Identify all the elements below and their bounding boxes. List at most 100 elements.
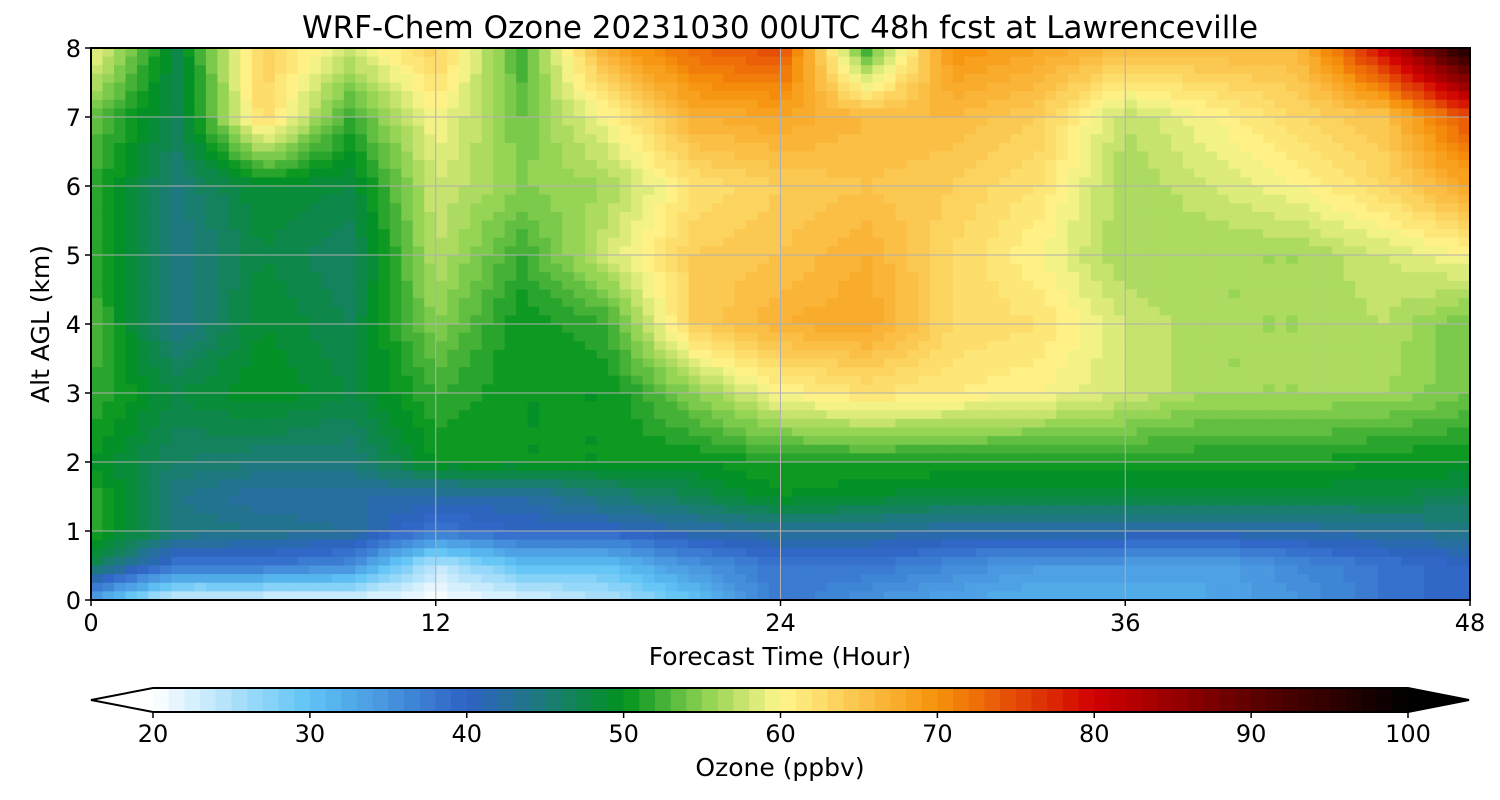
ozone-cell — [320, 73, 333, 84]
ozone-cell — [1044, 315, 1057, 325]
ozone-cell — [366, 99, 379, 109]
ozone-cell — [573, 142, 586, 153]
ozone-cell — [1090, 160, 1103, 170]
ozone-cell — [228, 151, 241, 161]
ozone-cell — [228, 73, 241, 84]
ozone-cell — [91, 117, 104, 127]
ozone-cell — [240, 186, 253, 196]
ozone-cell — [1113, 280, 1126, 291]
ozone-cell — [194, 289, 207, 299]
ozone-cell — [366, 263, 379, 273]
ozone-cell — [389, 82, 402, 92]
ozone-cell — [527, 73, 540, 84]
ozone-cell — [665, 117, 678, 127]
ozone-cell — [1412, 298, 1425, 308]
ozone-cell — [1240, 142, 1253, 153]
ozone-cell — [366, 332, 379, 342]
ozone-cell — [332, 117, 345, 127]
ozone-cell — [136, 263, 150, 273]
ozone-cell — [516, 211, 529, 222]
ozone-cell — [343, 263, 356, 273]
ozone-cell — [826, 272, 839, 282]
ozone-cell — [769, 367, 782, 377]
ozone-cell — [1424, 289, 1437, 299]
ozone-cell — [757, 142, 770, 153]
ozone-cell — [883, 73, 897, 84]
ozone-cell — [527, 134, 540, 144]
ozone-cell — [791, 160, 805, 170]
ozone-cell — [263, 134, 276, 144]
ozone-cell — [1044, 349, 1057, 360]
ozone-cell — [585, 272, 598, 282]
ozone-cell — [585, 332, 598, 342]
ozone-cell — [1251, 91, 1264, 101]
ozone-cell — [826, 186, 839, 196]
ozone-cell — [412, 272, 425, 282]
ozone-cell — [1332, 255, 1345, 265]
ozone-cell — [401, 125, 414, 135]
ozone-cell — [1378, 289, 1391, 299]
ozone-cell — [1389, 91, 1402, 101]
ozone-cell — [148, 280, 161, 291]
ozone-cell — [113, 65, 127, 75]
ozone-cell — [516, 108, 529, 118]
ozone-cell — [412, 341, 425, 351]
ozone-cell — [1389, 246, 1402, 256]
ozone-cell — [619, 393, 632, 403]
ozone-cell — [297, 349, 310, 360]
ozone-cell — [906, 117, 919, 127]
ozone-cell — [619, 263, 632, 273]
ozone-cell — [159, 272, 173, 282]
ozone-cell — [435, 56, 448, 66]
ozone-cell — [263, 349, 276, 360]
ozone-cell — [1194, 177, 1207, 187]
ozone-cell — [608, 48, 621, 58]
ozone-cell — [136, 280, 150, 291]
ozone-cell — [1401, 272, 1414, 282]
ozone-cell — [309, 108, 322, 118]
ozone-cell — [814, 306, 828, 316]
ozone-cell — [171, 168, 184, 178]
ozone-cell — [1447, 367, 1460, 377]
ozone-cell — [872, 48, 885, 58]
ozone-cell — [757, 263, 770, 273]
ozone-cell — [860, 134, 874, 144]
ozone-cell — [711, 255, 724, 265]
ozone-cell — [401, 246, 414, 256]
ozone-cell — [746, 99, 759, 109]
ozone-cell — [504, 73, 517, 84]
ozone-cell — [596, 280, 609, 291]
ozone-cell — [550, 384, 563, 394]
ozone-cell — [1274, 237, 1287, 247]
ozone-cell — [481, 272, 494, 282]
ozone-cell — [182, 358, 196, 368]
ozone-cell — [412, 255, 425, 265]
ozone-cell — [1148, 220, 1161, 230]
ozone-cell — [493, 99, 506, 109]
ozone-cell — [91, 134, 104, 144]
ozone-cell — [1435, 315, 1448, 325]
ozone-cell — [1067, 134, 1080, 144]
ozone-cell — [975, 220, 988, 230]
ozone-cell — [964, 315, 977, 325]
ozone-cell — [1286, 142, 1299, 153]
ozone-cell — [516, 99, 529, 109]
ozone-cell — [1320, 324, 1333, 334]
ozone-cell — [1332, 211, 1345, 222]
ozone-cell — [1217, 125, 1230, 135]
ozone-cell — [504, 367, 517, 377]
ozone-cell — [332, 375, 345, 385]
ozone-cell — [355, 237, 368, 247]
ozone-cell — [136, 177, 150, 187]
ozone-cell — [1447, 255, 1460, 265]
ozone-cell — [1447, 177, 1460, 187]
ozone-cell — [1389, 99, 1402, 109]
ozone-cell — [481, 177, 494, 187]
ozone-cell — [297, 367, 310, 377]
ozone-cell — [481, 298, 494, 308]
ozone-cell — [1056, 108, 1069, 118]
ozone-cell — [1240, 375, 1253, 385]
ozone-cell — [1366, 160, 1379, 170]
ozone-cell — [941, 73, 954, 84]
ozone-cell — [1343, 142, 1356, 153]
